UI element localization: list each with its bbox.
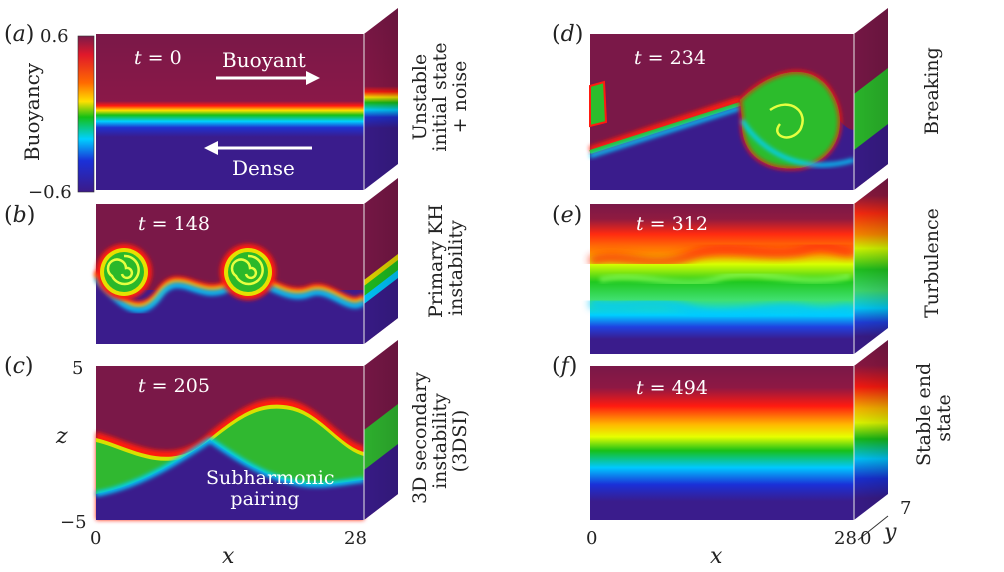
panel-c-label: (c): [4, 354, 34, 379]
panel-e-time: t = 312: [636, 213, 708, 235]
panel-f-time: t = 494: [636, 377, 708, 399]
x-right-axis-label: x: [710, 544, 723, 569]
panel-b-side-label: Primary KH instability: [425, 204, 467, 318]
y-axis-label: y: [884, 520, 897, 545]
panel-a-graphic: [96, 8, 398, 190]
z-bottom-tick: −5: [60, 512, 87, 533]
colorbar-min-label: −0.6: [28, 182, 72, 203]
panel-d-time: t = 234: [634, 47, 706, 69]
panel-c-side-label: 3D secondary instability (3DSI): [409, 372, 471, 504]
x-left-axis-label: x: [222, 544, 235, 569]
colorbar-label: Buoyancy: [20, 62, 44, 162]
panel-c-time: t = 205: [138, 375, 210, 397]
panel-c-graphic: [95, 340, 398, 520]
panel-a-label: (a): [4, 22, 35, 47]
subharmonic-label: Subharmonic pairing: [206, 467, 335, 510]
panel-e-graphic: [588, 178, 888, 354]
x-right-max-tick: 28: [834, 528, 857, 549]
colorbar: [77, 35, 95, 193]
panel-a-side-label: Unstable initial state + noise: [409, 42, 471, 152]
x-left-min-tick: 0: [90, 528, 102, 549]
dense-label: Dense: [232, 156, 295, 180]
panel-b-time: t = 148: [138, 213, 210, 235]
panel-f-side-label: Stable end state: [913, 362, 955, 466]
y-axis-line: [857, 515, 889, 541]
buoyant-label: Buoyant: [222, 48, 306, 72]
x-right-min-tick: 0: [586, 528, 598, 549]
panel-d-side-label: Breaking: [921, 47, 943, 135]
panel-f-graphic: [590, 340, 889, 541]
x-left-max-tick: 28: [344, 528, 367, 549]
panel-b-graphic: [93, 178, 398, 344]
panel-a-time: t = 0: [134, 47, 182, 69]
panel-d-label: (d): [552, 22, 584, 47]
panel-b-label: (b): [4, 203, 36, 228]
panel-d-graphic: [588, 8, 888, 190]
panel-e-side-label: Turbulence: [921, 208, 943, 318]
z-axis-label: z: [56, 424, 68, 449]
y-min-tick: 0: [860, 528, 872, 549]
y-max-tick: 7: [900, 498, 912, 519]
panel-e-label: (e): [552, 203, 583, 228]
colorbar-max-label: 0.6: [40, 26, 69, 47]
panel-f-label: (f): [552, 354, 578, 379]
z-top-tick: 5: [72, 358, 84, 379]
